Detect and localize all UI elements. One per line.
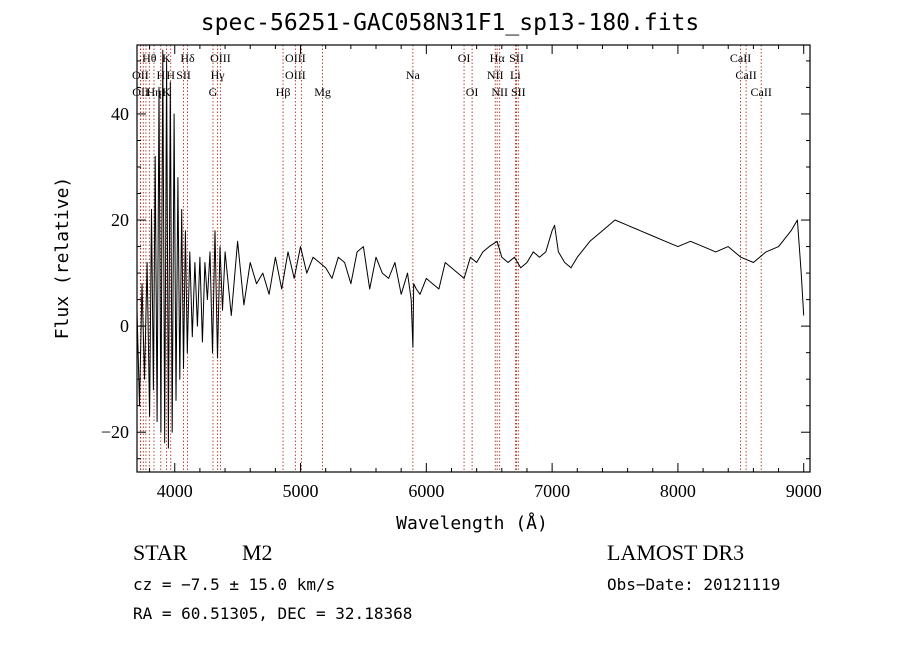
spectral-line-label: NII: [491, 85, 508, 99]
spectral-line-label: SII: [176, 68, 191, 82]
spectral-line-label: OII: [132, 68, 149, 82]
spectral-line-label: SII: [509, 51, 524, 65]
x-tick-label: 6000: [408, 481, 444, 501]
x-tick-label: 9000: [786, 481, 822, 501]
spectral-line-markers: [139, 45, 762, 472]
spectral-line-label: G: [209, 85, 218, 99]
object-subclass: M2: [242, 540, 273, 565]
plot-frame: [136, 44, 811, 473]
spectral-line-label: H: [156, 68, 165, 82]
x-tick-label: 4000: [157, 481, 193, 501]
spectral-line-label: K: [162, 51, 171, 65]
spectral-line-label: OI: [466, 85, 479, 99]
spectral-line-label: SII: [511, 85, 526, 99]
spectral-line-label: CaII: [735, 68, 756, 82]
spectral-line-label: OIII: [285, 51, 306, 65]
redshift-velocity: cz = −7.5 ± 15.0 km/s: [133, 575, 336, 594]
object-class: STAR: [133, 540, 188, 565]
spectral-line-label: Mg: [314, 85, 331, 99]
y-tick-label: 40: [111, 104, 129, 124]
spectral-line-label: Na: [406, 68, 421, 82]
x-tick-label: 7000: [534, 481, 570, 501]
spectral-line-label: OI: [458, 51, 471, 65]
x-tick-label: 8000: [660, 481, 696, 501]
x-tick-label: 5000: [283, 481, 319, 501]
flux-series: [136, 49, 805, 449]
y-tick-label: −20: [101, 422, 129, 442]
observation-date: Obs−Date: 20121119: [607, 575, 781, 594]
survey-name: LAMOST DR3: [607, 540, 745, 565]
spectral-line-label: H: [166, 68, 175, 82]
spectral-line-label: Hα: [490, 51, 506, 65]
spectral-line-label: CaII: [751, 85, 772, 99]
spectral-line-label: Hη: [147, 85, 162, 99]
x-axis-label: Wavelength (Å): [396, 512, 548, 534]
spectral-line-label: Hγ: [211, 68, 226, 82]
axis-ticks: 4000 5000 6000 7000 8000 9000 −20 0 20 40: [101, 45, 822, 501]
y-axis-label: Flux (relative): [52, 177, 73, 340]
spectral-line-label: OIII: [285, 68, 306, 82]
spectral-line-label: OIII: [210, 51, 231, 65]
spectral-line-label: NII: [487, 68, 504, 82]
spectral-line-label: CaII: [730, 51, 751, 65]
spectral-line-label: Li: [510, 68, 521, 82]
flux-series-line: [136, 49, 805, 449]
spectral-line-label: Hθ: [142, 51, 157, 65]
chart-title: spec-56251-GAC058N31F1_sp13-180.fits: [200, 10, 700, 36]
spectral-line-label: Hβ: [276, 85, 291, 99]
y-tick-label: 20: [111, 210, 129, 230]
spectral-line-label: Hδ: [180, 51, 195, 65]
sky-coordinates: RA = 60.51305, DEC = 32.18368: [133, 604, 413, 623]
y-tick-label: 0: [120, 316, 129, 336]
